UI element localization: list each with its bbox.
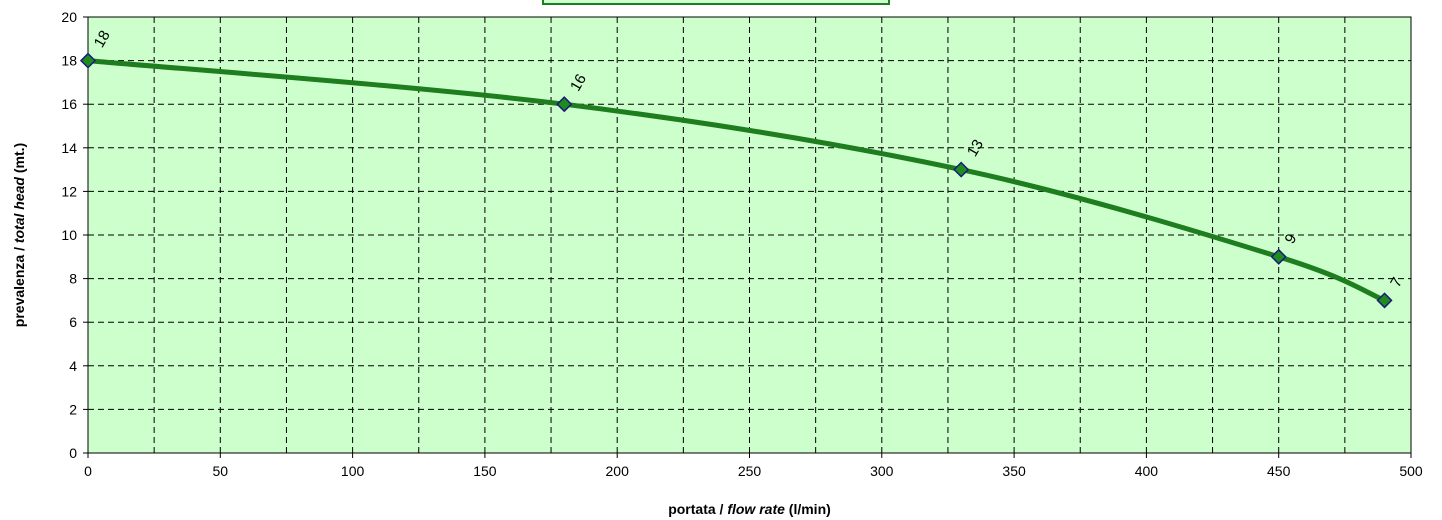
y-tick-label: 20 — [61, 9, 77, 25]
data-label: 13 — [964, 137, 987, 160]
data-label: 18 — [91, 28, 114, 51]
x-tick-label: 400 — [1135, 463, 1159, 479]
x-tick-label: 150 — [473, 463, 497, 479]
x-tick-label: 100 — [341, 463, 365, 479]
data-point-marker — [953, 161, 970, 178]
y-tick-label: 10 — [61, 227, 77, 243]
data-point-marker — [1376, 292, 1393, 309]
x-tick-label: 350 — [1002, 463, 1026, 479]
y-axis-label: prevalenza / total head (mt.) — [11, 143, 27, 327]
x-axis-label: portata / flow rate (l/min) — [668, 501, 831, 517]
x-tick-label: 50 — [213, 463, 229, 479]
y-tick-label: 4 — [69, 358, 77, 374]
y-tick-label: 14 — [61, 140, 77, 156]
y-tick-label: 0 — [69, 445, 77, 461]
data-point-marker — [556, 96, 573, 113]
data-label: 16 — [567, 71, 590, 94]
x-tick-label: 250 — [738, 463, 762, 479]
y-tick-label: 2 — [69, 401, 77, 417]
title-box — [542, 0, 890, 5]
data-point-marker — [79, 52, 97, 69]
y-tick-label: 8 — [69, 271, 77, 287]
x-tick-label: 200 — [606, 463, 630, 479]
x-tick-label: 0 — [84, 463, 92, 479]
tick-labels: 0 50 100 150 200 250 300 350 400 450 500 0 2 4 6 8 10 12 1… — [61, 9, 1422, 479]
y-tick-label: 18 — [61, 53, 77, 69]
y-tick-label: 6 — [69, 314, 77, 330]
data-points — [79, 52, 1393, 309]
grid-lines — [88, 17, 1411, 453]
y-tick-label: 12 — [61, 183, 77, 199]
data-point-marker — [1270, 248, 1287, 265]
x-tick-label: 500 — [1399, 463, 1423, 479]
y-tick-label: 16 — [61, 96, 77, 112]
x-tick-label: 300 — [870, 463, 894, 479]
x-tick-label: 450 — [1267, 463, 1291, 479]
